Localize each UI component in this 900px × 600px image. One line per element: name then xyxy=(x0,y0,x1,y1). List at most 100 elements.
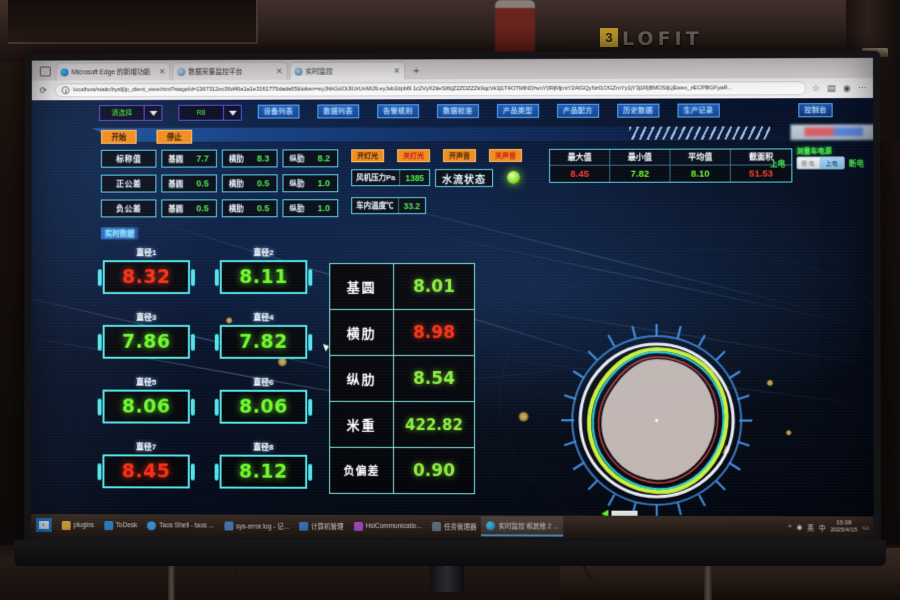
spec-value: 1.0 xyxy=(317,178,331,189)
stats-header-max: 最大值 xyxy=(550,149,611,166)
globe-icon xyxy=(294,67,303,76)
taskbar-item-task-manager[interactable]: 任务管理器 xyxy=(427,516,482,536)
spec-key: 基圆 xyxy=(168,154,184,164)
light-on-button[interactable]: 开灯光 xyxy=(351,149,385,163)
taskbar-item-taos-shell[interactable]: Taos Shell - taos ... xyxy=(142,515,219,535)
nav-product-type[interactable]: 产品类型 xyxy=(497,103,539,119)
url-text: localhost/static/bysfj/jp_client_view.ht… xyxy=(73,85,732,94)
diameter-card-5: 直径5 8.06 xyxy=(102,377,190,424)
new-tab-button[interactable]: + xyxy=(413,65,420,78)
bottle-object xyxy=(495,0,535,56)
spec-cell-cross: 横肋 0.5 xyxy=(221,174,278,193)
network-icon[interactable]: ◉ xyxy=(796,524,803,532)
spec-value: 0.5 xyxy=(256,178,270,189)
browser-tab-2[interactable]: 实时监控 ✕ xyxy=(289,61,406,80)
windows-start-icon[interactable] xyxy=(35,517,52,532)
address-bar[interactable]: localhost/static/bysfj/jp_client_view.ht… xyxy=(54,81,806,98)
nav-production-log[interactable]: 生产记录 xyxy=(677,103,720,118)
diameter-frame: 8.32 xyxy=(102,260,191,295)
nav-data-list[interactable]: 数据列表 xyxy=(317,104,359,119)
console-button[interactable]: 控制台 xyxy=(798,103,833,118)
nav-data-calib[interactable]: 数据校准 xyxy=(437,104,479,119)
tab-overview-icon[interactable] xyxy=(38,64,52,78)
spec-value: 0.5 xyxy=(256,203,270,214)
spec-select[interactable]: R8 xyxy=(178,104,242,121)
close-icon[interactable]: ✕ xyxy=(393,66,401,76)
browser-tab-label: 数据采集监控平台 xyxy=(188,68,243,76)
taskbar-item-hslcommunication[interactable]: HslCommunicatio... xyxy=(349,516,427,536)
sound-on-button[interactable]: 开声音 xyxy=(443,149,477,163)
nav-product-recipe[interactable]: 产品配方 xyxy=(557,103,599,118)
start-button[interactable]: 开始 xyxy=(100,129,137,144)
nav-device-list[interactable]: 设备列表 xyxy=(257,104,300,119)
cabin-temperature-readout: 车内温度℃ 33.2 xyxy=(351,197,427,215)
stats-header-avg: 平均值 xyxy=(670,149,731,166)
stats-header-min: 最小值 xyxy=(610,149,671,166)
browser-tab-label: Microsoft Edge 的新增功能 xyxy=(71,68,151,76)
taskbar-clock[interactable]: 15:38 2025/4/15 xyxy=(830,520,857,534)
spec-cell-long: 纵肋 8.2 xyxy=(282,149,339,168)
ime-alt-indicator[interactable]: 英 xyxy=(807,525,814,533)
nav-alarm-rules[interactable]: 告警规则 xyxy=(377,104,419,119)
spec-value: 1.0 xyxy=(317,203,331,214)
spec-row-plus-tol: 正公差 基圆 0.5 横肋 0.5 纵肋 1.0 xyxy=(100,174,339,193)
diameter-label: 直径5 xyxy=(136,377,157,387)
wall-inset xyxy=(8,0,258,44)
diameter-frame: 8.12 xyxy=(219,454,308,489)
spec-row-label: 标称值 xyxy=(100,149,157,168)
water-state-label: 水流状态 xyxy=(435,168,494,188)
close-icon[interactable]: ✕ xyxy=(158,67,166,77)
spec-cell-long: 纵肋 1.0 xyxy=(282,199,339,218)
clock-time: 15:38 xyxy=(836,520,852,527)
ime-indicator[interactable]: 中 xyxy=(818,525,826,533)
diameter-card-1: 直径1 8.32 xyxy=(102,247,191,295)
stats-value-avg: 8.10 xyxy=(670,165,731,182)
diameter-card-3: 直径3 7.86 xyxy=(102,312,190,359)
terminal-icon xyxy=(147,520,157,530)
monitor-bezel-bottom xyxy=(14,540,886,566)
spec-row-label: 负公差 xyxy=(100,199,157,218)
taskbar-item-edge-realtime[interactable]: 实时监控 和其他 2 ... xyxy=(481,516,564,537)
chevron-up-icon[interactable]: ^ xyxy=(788,523,792,531)
diameter-frame: 8.06 xyxy=(219,389,308,424)
sensor-value: 1385 xyxy=(405,172,425,183)
browser-tab-0[interactable]: Microsoft Edge 的新增功能 ✕ xyxy=(55,62,171,81)
chevron-down-icon[interactable] xyxy=(143,105,162,120)
diameter-frame: 7.82 xyxy=(219,324,308,359)
close-icon[interactable]: ✕ xyxy=(275,66,283,76)
line-select[interactable]: 请选择 xyxy=(99,104,163,121)
power-toggle[interactable]: 断电 上电 xyxy=(796,156,845,170)
measure-value: 0.90 xyxy=(412,460,455,481)
power-title: 测量车电源 xyxy=(796,148,832,156)
measure-value: 8.98 xyxy=(413,322,455,343)
taskbar-item-computer-management[interactable]: 计算机管理 xyxy=(294,516,348,536)
center-dot xyxy=(655,418,659,423)
nav-history-data[interactable]: 历史数据 xyxy=(617,103,660,118)
reload-icon[interactable]: ⟳ xyxy=(39,84,47,95)
browser-tab-1[interactable]: 数据采集监控平台 ✕ xyxy=(172,61,288,81)
chevron-down-icon[interactable] xyxy=(222,105,241,120)
taskbar-item-todesk[interactable]: ToDesk xyxy=(99,515,142,535)
notification-icon[interactable]: ▭ xyxy=(862,524,869,532)
more-icon[interactable]: ⋯ xyxy=(857,82,867,93)
measure-value: 422.82 xyxy=(405,415,463,434)
favorite-icon[interactable]: ☆ xyxy=(811,82,821,93)
spec-cell-cross: 横肋 0.5 xyxy=(221,199,278,218)
sound-off-button[interactable]: 关声音 xyxy=(489,148,523,163)
diameter-label: 直径8 xyxy=(253,442,274,452)
notepad-icon xyxy=(224,521,234,531)
spec-cell-base: 基圆 7.7 xyxy=(161,149,217,168)
diameter-frame: 8.45 xyxy=(102,454,190,489)
profile-icon[interactable]: ◉ xyxy=(842,82,851,93)
taskbar-item-label: 计算机管理 xyxy=(311,523,344,531)
taskbar-item-plugins[interactable]: plugins xyxy=(57,515,99,535)
taskbar-item-sys-error-log[interactable]: sys-error.log - 记... xyxy=(219,516,294,536)
light-off-button[interactable]: 关灯光 xyxy=(397,149,431,163)
diameter-label: 直径3 xyxy=(136,312,157,322)
collections-icon[interactable]: ▤ xyxy=(827,82,836,93)
table-row: 负偏差 0.90 xyxy=(330,447,474,494)
taskmgr-icon xyxy=(431,521,441,531)
stop-button[interactable]: 停止 xyxy=(156,129,193,144)
power-on-label: 上电 xyxy=(770,159,786,169)
